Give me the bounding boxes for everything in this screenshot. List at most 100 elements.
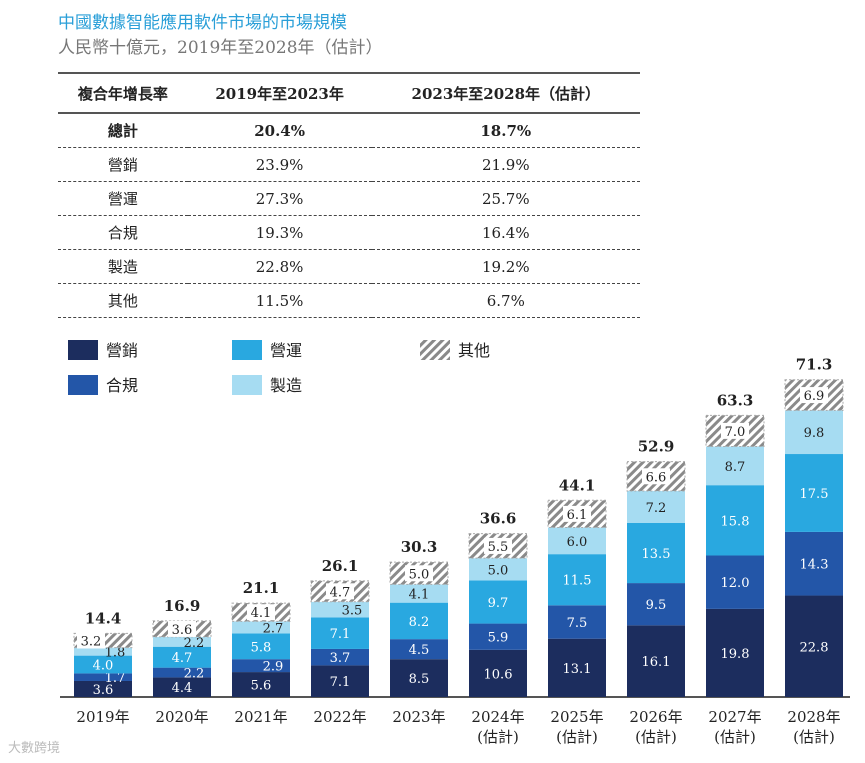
data-label: 9.8: [804, 426, 825, 441]
data-label: 14.3: [800, 558, 829, 573]
data-label: 10.6: [484, 667, 513, 682]
total-label: 26.1: [322, 557, 359, 575]
total-label: 16.9: [164, 597, 201, 615]
data-label: 3.5: [342, 604, 363, 619]
legend-swatch: [232, 375, 262, 395]
data-label: 7.2: [646, 501, 667, 516]
label-bg: [168, 620, 196, 637]
bar-segment-製造: [706, 446, 764, 486]
data-label: 3.6: [172, 623, 193, 638]
table-cell: 其他: [58, 283, 188, 318]
legend-label: 製造: [270, 376, 302, 395]
legend-label: 營銷: [106, 341, 138, 360]
label-bg: [247, 604, 275, 621]
legend-label: 其他: [458, 341, 490, 360]
data-label: 15.8: [721, 514, 750, 529]
bar-segment-製造: [548, 527, 606, 555]
data-label: 2.7: [263, 621, 284, 636]
cagr-table: 複合年增長率 2019年至2023年 2023年至2028年（估計） 總計 20.…: [58, 72, 640, 318]
data-label: 8.7: [725, 460, 746, 475]
label-bg: [800, 387, 828, 404]
bar-segment-製造: [153, 636, 211, 647]
data-label: 4.5: [409, 643, 430, 658]
legend-swatch: [68, 340, 98, 360]
x-tick-label: 2028年: [787, 708, 840, 726]
table-cell: 18.7%: [371, 113, 640, 148]
data-label: 13.1: [563, 662, 592, 677]
bar-segment-營銷: [627, 625, 685, 697]
bar-segment-營銷: [548, 638, 606, 697]
data-label: 3.6: [93, 683, 114, 698]
data-label: 6.6: [646, 470, 667, 485]
bar-segment-製造: [627, 490, 685, 524]
data-label: 4.1: [409, 588, 430, 603]
total-label: 21.1: [243, 579, 280, 597]
data-label: 17.5: [800, 487, 829, 502]
bar-segment-營運: [785, 454, 843, 532]
data-label: 7.5: [567, 616, 588, 631]
data-label: 19.8: [721, 647, 750, 662]
table-cell: 16.4%: [371, 215, 640, 250]
data-label: 12.0: [721, 576, 750, 591]
watermark: 大數跨境: [8, 741, 60, 756]
data-label: 9.5: [646, 598, 667, 613]
data-label: 7.0: [725, 425, 746, 440]
table-cell: 27.3%: [187, 181, 372, 216]
table-row: 營運 27.3% 25.7%: [58, 181, 640, 216]
data-label: 5.0: [488, 563, 509, 578]
data-label: 2.9: [263, 660, 284, 675]
x-tick-label: (估計): [714, 728, 756, 746]
label-bg: [642, 468, 670, 485]
x-tick-label: 2020年: [155, 708, 208, 726]
data-label: 7.1: [330, 675, 351, 690]
x-tick-label: (估計): [556, 728, 598, 746]
data-label: 5.0: [409, 567, 430, 582]
data-label: 16.1: [642, 655, 671, 670]
bar-segment-營運: [74, 655, 132, 674]
chart-subtitle: 人民幣十億元，2019年至2028年（估計）: [58, 38, 383, 58]
table-cell: 合規: [58, 215, 188, 250]
data-label: 2.2: [184, 636, 205, 651]
total-label: 44.1: [559, 476, 596, 494]
header-cagr: 複合年增長率: [58, 72, 188, 114]
bar-segment-營運: [390, 602, 448, 640]
bar-segment-合規: [311, 648, 369, 666]
x-tick-label: 2027年: [708, 708, 761, 726]
bar-segment-營銷: [74, 680, 132, 697]
bar-segment-營銷: [469, 649, 527, 697]
table-cell: 20.4%: [187, 113, 372, 148]
bar-segment-營銷: [706, 608, 764, 697]
label-bg: [484, 537, 512, 554]
bar-segment-合規: [74, 673, 132, 681]
legend-label: 合規: [106, 376, 138, 395]
data-label: 7.1: [330, 627, 351, 642]
data-label: 1.7: [105, 671, 126, 686]
data-label: 8.5: [409, 672, 430, 687]
data-label: 3.7: [330, 651, 351, 666]
bar-segment-合規: [548, 605, 606, 639]
data-label: 11.5: [563, 574, 592, 589]
data-label: 4.7: [172, 651, 193, 666]
x-tick-label: 2024年: [471, 708, 524, 726]
data-label: 4.7: [330, 585, 351, 600]
data-label: 5.8: [251, 640, 272, 655]
table-cell: 19.3%: [187, 215, 372, 250]
bar-segment-合規: [785, 531, 843, 596]
bar-segment-營運: [548, 554, 606, 606]
label-bg: [721, 422, 749, 439]
bar-segment-營運: [153, 646, 211, 668]
table-cell: 6.7%: [371, 283, 640, 318]
data-label: 4.0: [93, 659, 114, 674]
label-bg: [326, 583, 354, 600]
bar-segment-營運: [706, 485, 764, 556]
table-row: 總計 20.4% 18.7%: [58, 113, 640, 148]
table-cell: 11.5%: [187, 283, 372, 318]
bar-segment-製造: [469, 558, 527, 581]
total-label: 52.9: [638, 438, 675, 456]
x-tick-label: (估計): [635, 728, 677, 746]
data-label: 5.6: [251, 679, 272, 694]
bar-segment-營銷: [153, 677, 211, 697]
table-cell: 25.7%: [371, 181, 640, 216]
bar-segment-合規: [390, 639, 448, 660]
